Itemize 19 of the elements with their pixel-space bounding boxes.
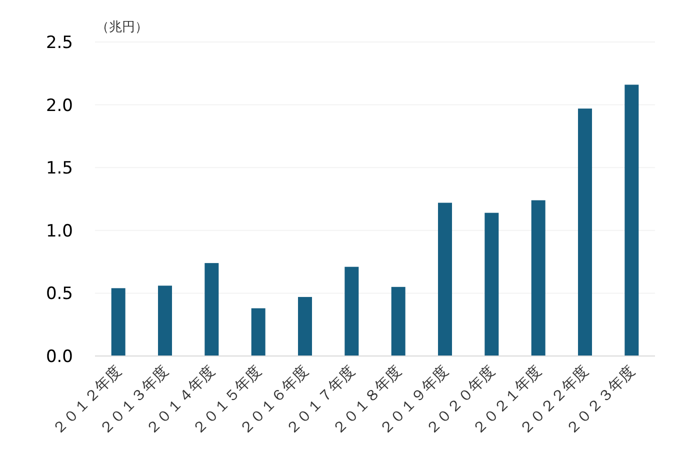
y-tick-label: 1.5	[46, 158, 73, 179]
bar	[578, 108, 592, 356]
bar	[438, 202, 452, 356]
bar	[484, 212, 499, 356]
bar	[251, 308, 266, 356]
y-tick-label: 0.5	[46, 284, 73, 304]
y-axis-title: （兆円）	[96, 20, 148, 35]
y-tick-label: 1.0	[46, 221, 73, 242]
bar	[298, 296, 312, 356]
bar	[624, 84, 639, 356]
y-tick-label: 2.0	[46, 96, 73, 116]
y-tick-label: 2.5	[46, 33, 73, 53]
bar	[204, 263, 219, 356]
bar	[111, 288, 126, 356]
bar	[158, 286, 172, 356]
bar	[531, 200, 546, 356]
bar	[391, 286, 406, 356]
bar	[344, 266, 359, 356]
y-tick-label: 0.0	[46, 347, 73, 367]
